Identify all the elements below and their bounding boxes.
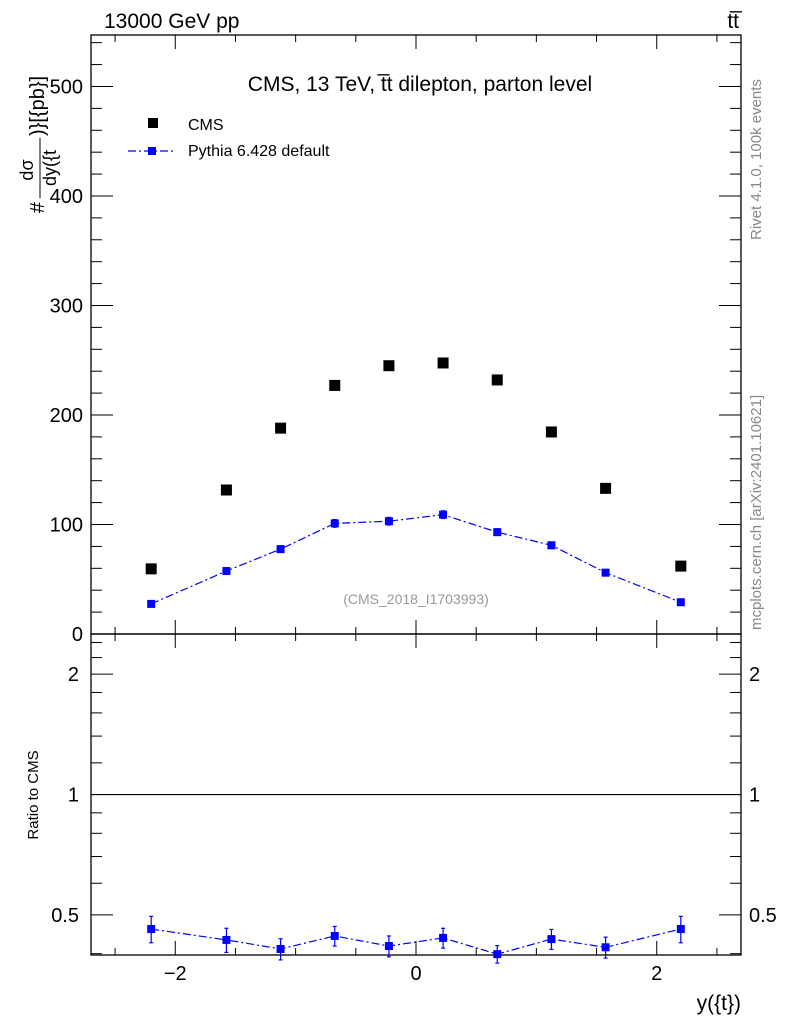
- chart-title: CMS, 13 TeV, t̅t dilepton, parton level: [248, 73, 592, 96]
- ratio-pythia-point: [601, 943, 610, 952]
- cms-point: [383, 360, 395, 372]
- ratio-pythia-line: [151, 928, 681, 955]
- ratio-pythia-point: [384, 942, 393, 951]
- ratio-pythia-point: [547, 935, 556, 944]
- ratio-y-tick-label-right: 2: [749, 664, 760, 686]
- pythia-point: [601, 568, 610, 577]
- cms-point: [329, 379, 341, 391]
- cms-point: [491, 374, 503, 386]
- pythia-point: [147, 599, 156, 608]
- pythia-line: [150, 514, 682, 605]
- y-tick-label: 300: [50, 295, 83, 317]
- pythia-point: [493, 528, 502, 537]
- ratio-y-tick-label: 0.5: [51, 905, 79, 927]
- ratio-pythia-point: [276, 944, 285, 953]
- ratio-y-tick-label: 2: [68, 664, 79, 686]
- y-axis-label-ratio: Ratio to CMS: [25, 750, 42, 839]
- cms-point: [600, 482, 612, 494]
- ylabel-suffix: )}[{pb}]: [27, 76, 49, 136]
- ratio-pythia-point: [493, 950, 502, 959]
- cms-point: [545, 426, 557, 438]
- cms-point: [437, 357, 449, 369]
- y-tick-label: 500: [50, 76, 83, 98]
- ratio-pythia-point: [330, 931, 339, 940]
- ratio-y-tick-label-right: 1: [749, 785, 760, 807]
- ratio-panel: −2 0 2 0.5 0.5 1 1 2 2: [51, 620, 777, 985]
- pythia-point: [676, 598, 685, 607]
- pythia-point: [330, 519, 339, 528]
- cms-point: [220, 484, 232, 496]
- ratio-pythia-point: [676, 925, 685, 934]
- header-left: 13000 GeV pp: [104, 10, 239, 33]
- ratio-pythia-point: [439, 933, 448, 942]
- ratio-pythia-point: [222, 935, 231, 944]
- pythia-point: [547, 541, 556, 550]
- x-tick-label: 2: [651, 963, 662, 985]
- cms-point: [275, 422, 287, 434]
- x-tick-label: −2: [164, 963, 187, 985]
- ratio-y-tick-label-right: 0.5: [749, 905, 777, 927]
- cms-point: [145, 563, 157, 575]
- legend: CMS Pythia 6.428 default: [128, 117, 330, 160]
- side-text-mcplots: mcplots.cern.ch [arXiv:2401.10621]: [748, 395, 765, 630]
- pythia-point: [276, 545, 285, 554]
- y-tick-label: 200: [50, 405, 83, 427]
- ratio-pythia-point: [147, 925, 156, 934]
- side-text-rivet: Rivet 4.1.0, 100k events: [748, 79, 765, 240]
- ylabel-prefix: #: [27, 201, 49, 213]
- annotation: (CMS_2018_I1703993): [343, 591, 489, 607]
- ylabel-denominator: dy({t: [40, 150, 60, 186]
- legend-marker-pythia: [148, 147, 156, 155]
- ylabel-numerator: dσ: [17, 159, 37, 180]
- header-right: tt̅: [727, 10, 743, 33]
- pythia-point: [222, 567, 231, 576]
- cms-point: [675, 560, 687, 572]
- y-tick-label: 400: [50, 186, 83, 208]
- legend-label-cms: CMS: [188, 117, 224, 134]
- y-axis-label-main: # dσ dy({t )}[{pb}]: [17, 76, 60, 213]
- x-axis-label: y({t}): [697, 992, 741, 1015]
- legend-marker-cms: [148, 118, 158, 128]
- legend-label-pythia: Pythia 6.428 default: [188, 143, 330, 160]
- pythia-point: [439, 510, 448, 519]
- ratio-y-tick-label: 1: [68, 785, 79, 807]
- pythia-point: [384, 517, 393, 526]
- y-tick-label: 100: [50, 514, 83, 536]
- y-tick-label: 0: [72, 624, 83, 646]
- x-tick-label: 0: [410, 963, 421, 985]
